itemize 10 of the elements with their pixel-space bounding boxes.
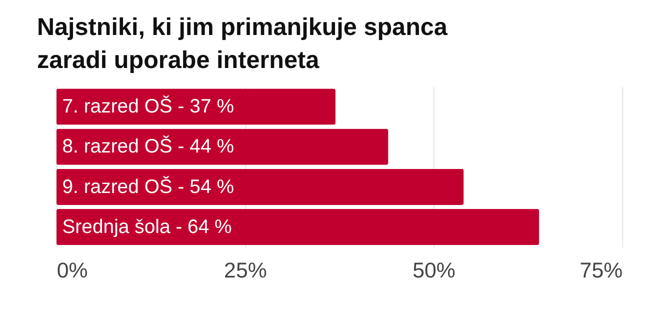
y-tick-label: 7. razred OŠ - 37 %: [62, 96, 234, 118]
text: zaradi uporabe interneta: [36, 47, 320, 74]
y-tick-label: Srednja šola - 64 %: [62, 216, 232, 238]
x-tick-label: 75%: [580, 258, 623, 283]
text: Najstniki, ki jim primanjkuje spanca: [36, 14, 448, 42]
x-tick-label: 0%: [56, 258, 88, 283]
x-tick-label: 50%: [412, 258, 456, 283]
x-tick-label: 25%: [224, 258, 267, 283]
y-tick-label: 9. razred OŠ - 54 %: [62, 176, 234, 198]
y-tick-label: 8. razred OŠ - 44 %: [62, 136, 234, 158]
